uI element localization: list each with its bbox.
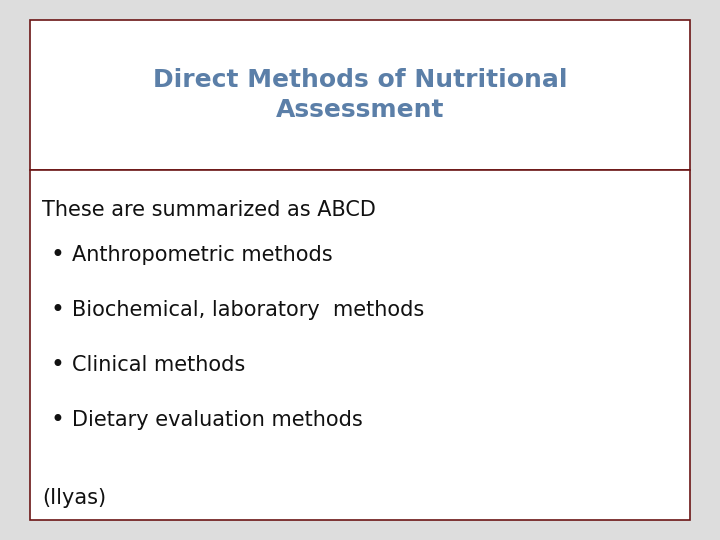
Text: Dietary evaluation methods: Dietary evaluation methods [72,410,363,430]
Text: •: • [50,243,64,267]
Text: •: • [50,353,64,377]
FancyBboxPatch shape [30,20,690,170]
Text: Anthropometric methods: Anthropometric methods [72,245,333,265]
Text: •: • [50,408,64,432]
Text: Clinical methods: Clinical methods [72,355,246,375]
Text: •: • [50,298,64,322]
Text: (Ilyas): (Ilyas) [42,488,106,508]
Text: These are summarized as ABCD: These are summarized as ABCD [42,200,376,220]
FancyBboxPatch shape [30,170,690,520]
Text: Direct Methods of Nutritional
Assessment: Direct Methods of Nutritional Assessment [153,68,567,122]
Text: Biochemical, laboratory  methods: Biochemical, laboratory methods [72,300,424,320]
